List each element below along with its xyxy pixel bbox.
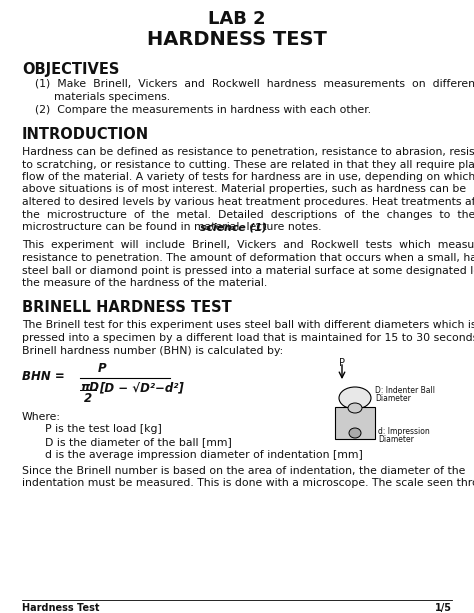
Text: d: Impression: d: Impression <box>378 427 430 436</box>
Text: pressed into a specimen by a different load that is maintained for 15 to 30 seco: pressed into a specimen by a different l… <box>22 333 474 343</box>
Text: (1)  Make  Brinell,  Vickers  and  Rockwell  hardness  measurements  on  differe: (1) Make Brinell, Vickers and Rockwell h… <box>35 79 474 89</box>
Text: the measure of the hardness of the material.: the measure of the hardness of the mater… <box>22 278 267 288</box>
Text: πD: πD <box>80 381 99 394</box>
Text: steel ball or diamond point is pressed into a material surface at some designate: steel ball or diamond point is pressed i… <box>22 265 474 275</box>
Text: HARDNESS TEST: HARDNESS TEST <box>147 30 327 49</box>
Ellipse shape <box>349 428 361 438</box>
Text: resistance to penetration. The amount of deformation that occurs when a small, h: resistance to penetration. The amount of… <box>22 253 474 263</box>
Text: D is the diameter of the ball [mm]: D is the diameter of the ball [mm] <box>45 437 232 447</box>
Text: (2)  Compare the measurements in hardness with each other.: (2) Compare the measurements in hardness… <box>35 105 371 115</box>
Text: d is the average impression diameter of indentation [mm]: d is the average impression diameter of … <box>45 449 363 460</box>
Text: lecture notes.: lecture notes. <box>243 222 321 232</box>
Text: Since the Brinell number is based on the area of indentation, the diameter of th: Since the Brinell number is based on the… <box>22 466 465 476</box>
Text: P: P <box>98 362 107 375</box>
Text: INTRODUCTION: INTRODUCTION <box>22 127 149 142</box>
Text: P is the test load [kg]: P is the test load [kg] <box>45 424 162 435</box>
Text: OBJECTIVES: OBJECTIVES <box>22 62 119 77</box>
Text: D: Indenter Ball: D: Indenter Ball <box>375 386 435 395</box>
Text: indentation must be measured. This is done with a microscope. The scale seen thr: indentation must be measured. This is do… <box>22 479 474 489</box>
Text: altered to desired levels by various heat treatment procedures. Heat treatments : altered to desired levels by various hea… <box>22 197 474 207</box>
Ellipse shape <box>348 403 362 413</box>
Text: BHN =: BHN = <box>22 370 65 383</box>
Text: materials specimens.: materials specimens. <box>54 92 170 102</box>
Text: 1/5: 1/5 <box>435 603 452 613</box>
Text: science (1): science (1) <box>200 222 267 232</box>
FancyBboxPatch shape <box>335 407 375 439</box>
Text: Hardness can be defined as resistance to penetration, resistance to abrasion, re: Hardness can be defined as resistance to… <box>22 147 474 157</box>
Text: microstructure can be found in material: microstructure can be found in material <box>22 222 243 232</box>
Text: P: P <box>339 358 345 368</box>
Text: to scratching, or resistance to cutting. These are related in that they all requ: to scratching, or resistance to cutting.… <box>22 159 474 170</box>
Text: [D − √D²−d²]: [D − √D²−d²] <box>99 381 184 394</box>
Text: BRINELL HARDNESS TEST: BRINELL HARDNESS TEST <box>22 300 232 316</box>
Text: LAB 2: LAB 2 <box>208 10 266 28</box>
Text: above situations is of most interest. Material properties, such as hardness can : above situations is of most interest. Ma… <box>22 185 466 194</box>
Text: flow of the material. A variety of tests for hardness are in use, depending on w: flow of the material. A variety of tests… <box>22 172 474 182</box>
Text: Where:: Where: <box>22 412 61 422</box>
Text: Brinell hardness number (BHN) is calculated by:: Brinell hardness number (BHN) is calcula… <box>22 346 283 356</box>
Text: Hardness Test: Hardness Test <box>22 603 100 613</box>
Text: Diameter: Diameter <box>378 435 414 444</box>
Text: The Brinell test for this experiment uses steel ball with different diameters wh: The Brinell test for this experiment use… <box>22 321 474 330</box>
Ellipse shape <box>339 387 371 409</box>
Text: the  microstructure  of  the  metal.  Detailed  descriptions  of  the  changes  : the microstructure of the metal. Detaile… <box>22 210 474 219</box>
Text: Diameter: Diameter <box>375 394 411 403</box>
Text: This  experiment  will  include  Brinell,  Vickers  and  Rockwell  tests  which : This experiment will include Brinell, Vi… <box>22 240 474 251</box>
Text: 2: 2 <box>84 392 92 405</box>
